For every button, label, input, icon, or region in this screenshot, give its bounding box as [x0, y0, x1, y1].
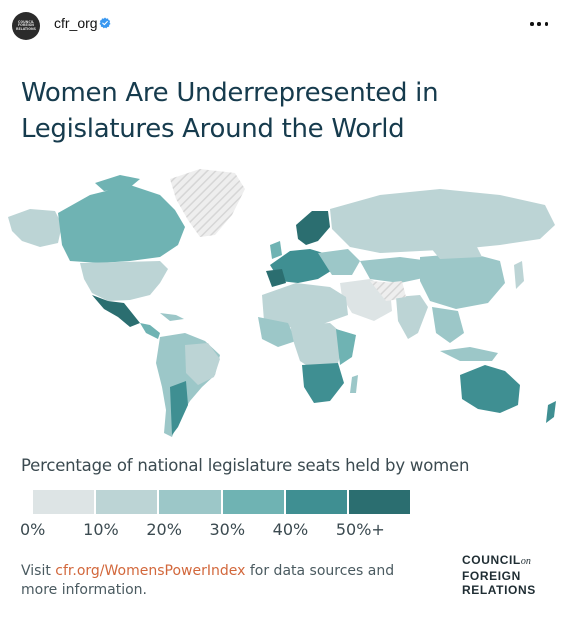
- footer-rest: for data sources and more information.: [21, 563, 395, 598]
- legend-swatch: [33, 490, 95, 514]
- legend-tick-label: 10%: [83, 520, 119, 539]
- region-mongolia: [430, 245, 482, 259]
- legend-swatch: [285, 490, 347, 514]
- region-mexico: [92, 295, 140, 327]
- region-southeast-asia: [432, 307, 464, 343]
- region-japan: [514, 261, 524, 289]
- logo-line-1: COUNCIL: [462, 553, 521, 567]
- region-central-africa: [290, 323, 346, 373]
- footer-visit: Visit: [21, 563, 56, 579]
- avatar-seal-text: COUNCIL FOREIGN RELATIONS: [16, 19, 36, 31]
- region-iberia: [266, 269, 286, 287]
- region-china: [420, 253, 505, 309]
- region-western-europe: [270, 249, 334, 283]
- region-scandinavia: [296, 211, 330, 245]
- legend-swatch: [348, 490, 411, 514]
- region-caribbean: [160, 313, 184, 321]
- title-line-1: Women Are Underrepresented in: [21, 78, 439, 108]
- cfr-logo: COUNCILon FOREIGN RELATIONS: [462, 553, 536, 597]
- more-dot-icon: [544, 22, 548, 26]
- region-central-america: [140, 323, 160, 339]
- region-indonesia: [440, 347, 498, 361]
- legend-tick-label: 20%: [146, 520, 182, 539]
- logo-line-2: FOREIGN: [462, 569, 521, 583]
- region-canada-islands: [95, 175, 140, 191]
- legend-tick-label: 0%: [20, 520, 46, 539]
- region-canada: [58, 185, 185, 263]
- logo-line-3: RELATIONS: [462, 583, 536, 597]
- logo-on: on: [520, 556, 531, 567]
- post-header: COUNCIL FOREIGN RELATIONS cfr_org: [0, 0, 562, 50]
- legend-swatch: [159, 490, 221, 514]
- region-north-africa: [262, 283, 348, 327]
- more-options-button[interactable]: [530, 14, 548, 34]
- region-southern-africa: [302, 363, 344, 403]
- legend-tick-label: 50%+: [335, 520, 385, 539]
- region-india: [396, 295, 428, 339]
- legend-bar: [33, 490, 411, 514]
- region-madagascar: [350, 375, 358, 393]
- region-alaska: [8, 209, 62, 247]
- footer-link[interactable]: cfr.org/WomensPowerIndex: [55, 563, 246, 579]
- footer-note: Visit cfr.org/WomensPowerIndex for data …: [21, 562, 421, 600]
- more-dot-icon: [537, 22, 541, 26]
- region-russia: [330, 189, 555, 253]
- legend-tick-label: 30%: [209, 520, 246, 539]
- avatar[interactable]: COUNCIL FOREIGN RELATIONS: [12, 12, 40, 40]
- region-usa: [80, 261, 168, 301]
- region-australia: [460, 365, 520, 413]
- region-pakistan: [384, 281, 406, 299]
- region-central-asia: [360, 257, 430, 283]
- legend-tick-label: 40%: [272, 520, 309, 539]
- title-line-2: Legislatures Around the World: [21, 114, 405, 144]
- legend-ticks: 0% 10% 20% 30% 40% 50%+: [0, 520, 562, 542]
- region-eastern-europe: [318, 249, 360, 275]
- region-west-africa: [258, 317, 296, 347]
- region-brazil: [185, 343, 220, 385]
- more-dot-icon: [530, 22, 534, 26]
- legend-swatch: [222, 490, 284, 514]
- region-new-zealand: [546, 401, 556, 423]
- legend-swatch: [96, 490, 158, 514]
- region-greenland: [170, 169, 245, 237]
- legend-title: Percentage of national legislature seats…: [21, 456, 470, 475]
- region-east-africa: [336, 329, 356, 365]
- graphic-title: Women Are Underrepresented in Legislatur…: [21, 75, 541, 147]
- world-map: [8, 169, 556, 437]
- region-argentina: [170, 381, 188, 435]
- verified-badge-icon: [99, 17, 111, 29]
- region-uk: [270, 241, 282, 259]
- username[interactable]: cfr_org: [54, 15, 98, 31]
